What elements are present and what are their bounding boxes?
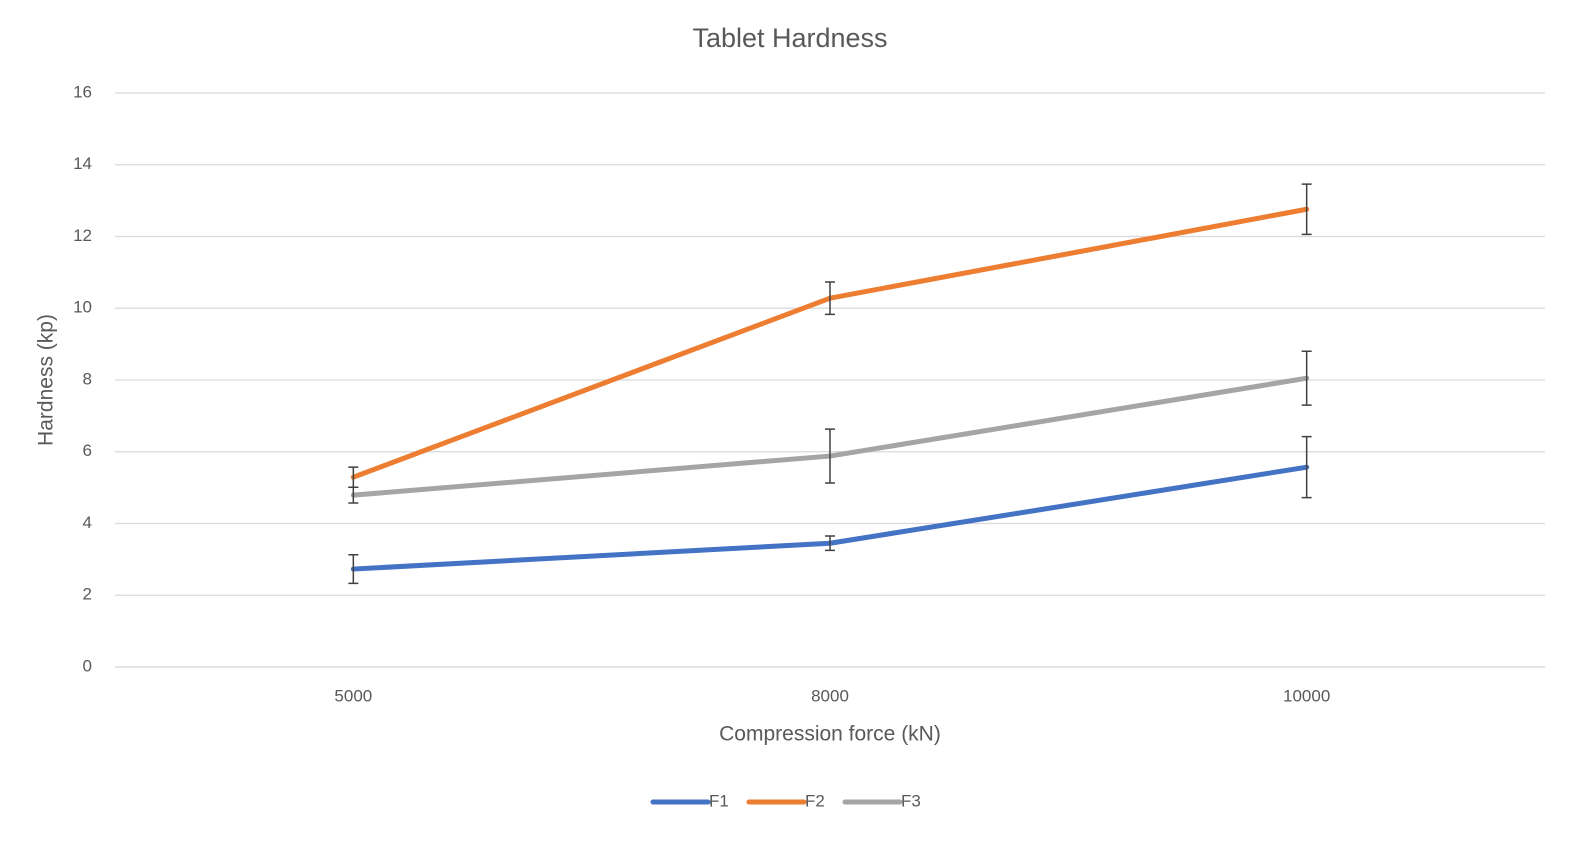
y-tick-label: 12 xyxy=(73,226,92,245)
y-tick-label: 10 xyxy=(73,298,92,317)
y-tick-label: 4 xyxy=(83,513,92,532)
y-tick-label: 2 xyxy=(83,585,92,604)
legend-label: F2 xyxy=(805,791,825,810)
error-bar xyxy=(348,553,359,585)
x-tick-label: 8000 xyxy=(811,686,849,705)
error-bar xyxy=(348,486,359,504)
y-tick-label: 8 xyxy=(83,369,92,388)
y-tick-label: 0 xyxy=(83,656,92,675)
legend-label: F3 xyxy=(901,791,921,810)
error-bar xyxy=(825,428,835,484)
y-tick-label: 6 xyxy=(83,441,92,460)
y-axis-title: Hardness (kp) xyxy=(35,314,58,446)
error-bar xyxy=(1301,350,1312,406)
x-axis-title: Compression force (kN) xyxy=(719,723,941,746)
chart-title: Tablet Hardness xyxy=(692,23,887,53)
y-tick-label: 14 xyxy=(73,154,92,173)
error-bar xyxy=(825,281,835,316)
error-bar xyxy=(825,535,835,552)
x-tick-label: 10000 xyxy=(1283,686,1330,705)
error-bar xyxy=(1301,183,1312,236)
x-tick-label: 5000 xyxy=(334,686,372,705)
legend-label: F1 xyxy=(709,791,729,810)
y-tick-label: 16 xyxy=(73,82,92,101)
error-bar xyxy=(1301,435,1312,499)
